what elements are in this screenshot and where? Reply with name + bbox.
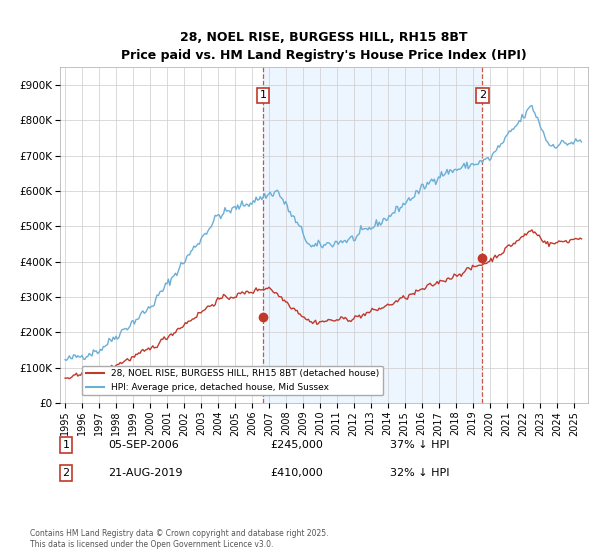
Text: 2: 2 (479, 91, 486, 100)
Text: 32% ↓ HPI: 32% ↓ HPI (390, 468, 449, 478)
Text: 1: 1 (62, 440, 70, 450)
Text: £245,000: £245,000 (270, 440, 323, 450)
Legend: 28, NOEL RISE, BURGESS HILL, RH15 8BT (detached house), HPI: Average price, deta: 28, NOEL RISE, BURGESS HILL, RH15 8BT (d… (82, 366, 383, 395)
Text: £410,000: £410,000 (270, 468, 323, 478)
Bar (263, 67, 482, 403)
Text: 1: 1 (260, 91, 267, 100)
Text: 21-AUG-2019: 21-AUG-2019 (108, 468, 182, 478)
Text: 37% ↓ HPI: 37% ↓ HPI (390, 440, 449, 450)
Text: 2: 2 (62, 468, 70, 478)
Text: 05-SEP-2006: 05-SEP-2006 (108, 440, 179, 450)
Text: Contains HM Land Registry data © Crown copyright and database right 2025.
This d: Contains HM Land Registry data © Crown c… (30, 529, 329, 549)
Title: 28, NOEL RISE, BURGESS HILL, RH15 8BT
Price paid vs. HM Land Registry's House Pr: 28, NOEL RISE, BURGESS HILL, RH15 8BT Pr… (121, 31, 527, 62)
